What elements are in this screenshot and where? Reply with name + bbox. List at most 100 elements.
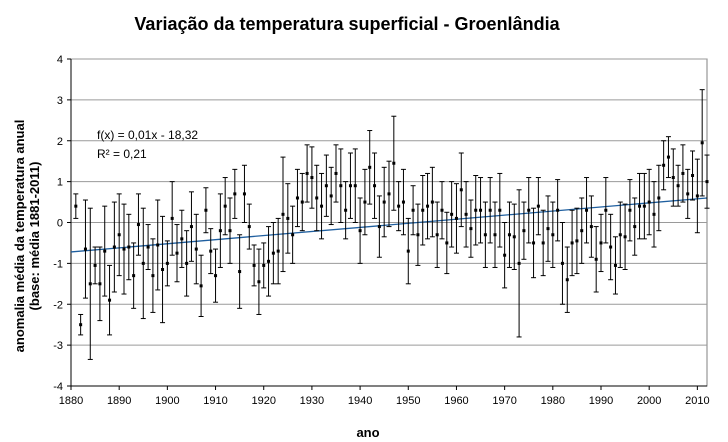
x-axis-title: ano bbox=[356, 425, 379, 440]
y-tick-label: -1 bbox=[53, 258, 63, 270]
data-point bbox=[199, 284, 203, 288]
data-point bbox=[565, 278, 569, 282]
data-point bbox=[662, 163, 666, 167]
plot-area: -4 -3 -2 -1 0 1 2 3 4 1880 1890 1900 1910 1920 1930 194… bbox=[53, 54, 709, 407]
data-point bbox=[329, 194, 333, 198]
trend-equation: f(x) = 0,01x - 18,32 bbox=[97, 128, 198, 142]
data-point bbox=[98, 282, 102, 286]
data-point bbox=[170, 216, 174, 220]
data-point bbox=[483, 233, 487, 237]
data-point bbox=[363, 200, 367, 204]
data-point bbox=[609, 245, 613, 249]
data-point bbox=[498, 208, 502, 212]
data-point bbox=[146, 245, 150, 249]
y-axis-title-line1: anomalia média da temperatura anual bbox=[12, 120, 27, 353]
data-point bbox=[132, 274, 136, 278]
data-point bbox=[324, 184, 328, 188]
data-point bbox=[599, 241, 603, 245]
data-point bbox=[257, 280, 261, 284]
data-point bbox=[421, 208, 425, 212]
data-point bbox=[638, 204, 642, 208]
x-tick-label: 1940 bbox=[348, 395, 372, 407]
y-tick-label: 1 bbox=[57, 177, 63, 189]
data-point bbox=[401, 200, 405, 204]
x-tick-label: 2010 bbox=[685, 395, 709, 407]
data-point bbox=[666, 155, 670, 159]
data-point bbox=[551, 233, 555, 237]
y-tick-label: 0 bbox=[57, 218, 63, 230]
data-point bbox=[88, 282, 92, 286]
data-point bbox=[397, 204, 401, 208]
data-point bbox=[426, 204, 430, 208]
data-point bbox=[291, 233, 295, 237]
x-tick-label: 1890 bbox=[107, 395, 131, 407]
data-point bbox=[647, 200, 651, 204]
data-point bbox=[532, 241, 536, 245]
data-point bbox=[300, 200, 304, 204]
data-point bbox=[165, 261, 169, 265]
data-point bbox=[411, 208, 415, 212]
y-tick-label: 4 bbox=[57, 54, 63, 66]
data-point bbox=[242, 192, 246, 196]
data-point bbox=[700, 141, 704, 145]
data-point bbox=[180, 237, 184, 241]
data-point bbox=[570, 241, 574, 245]
data-point bbox=[604, 208, 608, 212]
data-point bbox=[223, 204, 227, 208]
data-point bbox=[204, 208, 208, 212]
data-point bbox=[320, 204, 324, 208]
data-point bbox=[479, 208, 483, 212]
data-point bbox=[560, 261, 564, 265]
data-point bbox=[522, 229, 526, 233]
y-tick-label: 3 bbox=[57, 95, 63, 107]
data-point bbox=[305, 171, 309, 175]
data-point bbox=[377, 225, 381, 229]
y-axis-title: anomalia média da temperatura anual (bas… bbox=[12, 120, 42, 353]
data-point bbox=[156, 243, 160, 247]
data-point bbox=[238, 270, 242, 274]
data-point bbox=[695, 194, 699, 198]
x-tick-label: 1960 bbox=[444, 395, 468, 407]
data-point bbox=[185, 261, 189, 265]
data-point bbox=[691, 173, 695, 177]
data-point bbox=[252, 263, 256, 267]
data-point bbox=[136, 223, 140, 227]
data-point bbox=[464, 212, 468, 216]
x-tick-label: 1900 bbox=[155, 395, 179, 407]
data-point bbox=[310, 176, 314, 180]
data-point bbox=[416, 233, 420, 237]
x-tick-label: 2000 bbox=[637, 395, 661, 407]
x-tick-label: 1950 bbox=[396, 395, 420, 407]
data-point bbox=[151, 274, 155, 278]
x-tick-label: 1930 bbox=[300, 395, 324, 407]
data-point bbox=[358, 229, 362, 233]
data-point bbox=[267, 259, 271, 263]
x-tick-label: 1980 bbox=[541, 395, 565, 407]
data-point bbox=[642, 204, 646, 208]
x-tick-label: 1920 bbox=[251, 395, 275, 407]
data-point bbox=[161, 268, 165, 272]
data-point bbox=[618, 233, 622, 237]
data-point bbox=[430, 200, 434, 204]
data-point bbox=[459, 188, 463, 192]
data-point bbox=[623, 235, 627, 239]
x-tick-label: 1970 bbox=[492, 395, 516, 407]
data-point bbox=[469, 227, 473, 231]
data-point bbox=[141, 261, 145, 265]
data-point bbox=[373, 184, 377, 188]
y-tick-label: -4 bbox=[53, 381, 63, 393]
data-point bbox=[493, 233, 497, 237]
y-tick-label: 2 bbox=[57, 136, 63, 148]
data-point bbox=[271, 251, 275, 255]
data-point bbox=[488, 208, 492, 212]
data-point bbox=[580, 229, 584, 233]
data-point bbox=[589, 225, 593, 229]
data-point bbox=[286, 216, 290, 220]
data-point bbox=[671, 176, 675, 180]
data-point bbox=[353, 184, 357, 188]
data-point bbox=[450, 212, 454, 216]
r-squared: R² = 0,21 bbox=[97, 147, 147, 161]
data-point bbox=[382, 200, 386, 204]
data-point bbox=[214, 274, 218, 278]
